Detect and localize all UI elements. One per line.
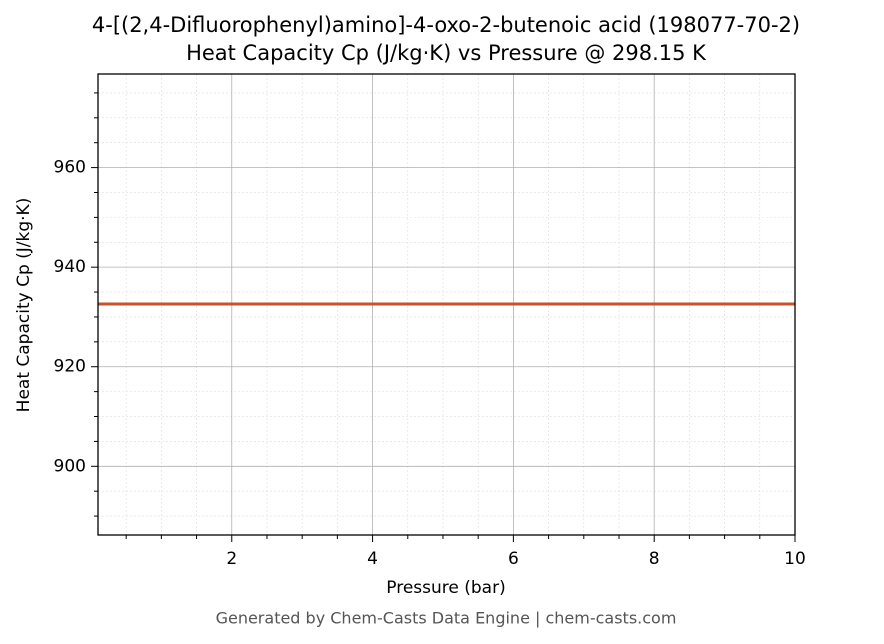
- x-tick-label: 4: [367, 549, 378, 569]
- chart-subtitle: Heat Capacity Cp (J/kg·K) vs Pressure @ …: [186, 41, 707, 65]
- x-axis-label: Pressure (bar): [386, 578, 505, 598]
- y-tick-label: 940: [54, 257, 86, 277]
- chart-title: 4-[(2,4-Difluorophenyl)amino]-4-oxo-2-bu…: [92, 13, 800, 37]
- y-tick-label: 960: [54, 158, 86, 178]
- x-tick-label: 6: [508, 549, 519, 569]
- footer: Generated by Chem-Casts Data Engine | ch…: [216, 609, 677, 628]
- x-tick-label: 2: [226, 549, 237, 569]
- y-tick-label: 920: [54, 357, 86, 377]
- y-axis-label: Heat Capacity Cp (J/kg·K): [14, 198, 34, 413]
- x-tick-label: 8: [649, 549, 660, 569]
- y-tick-label: 900: [54, 456, 86, 476]
- x-tick-label: 10: [784, 549, 806, 569]
- plot-frame: [97, 73, 796, 536]
